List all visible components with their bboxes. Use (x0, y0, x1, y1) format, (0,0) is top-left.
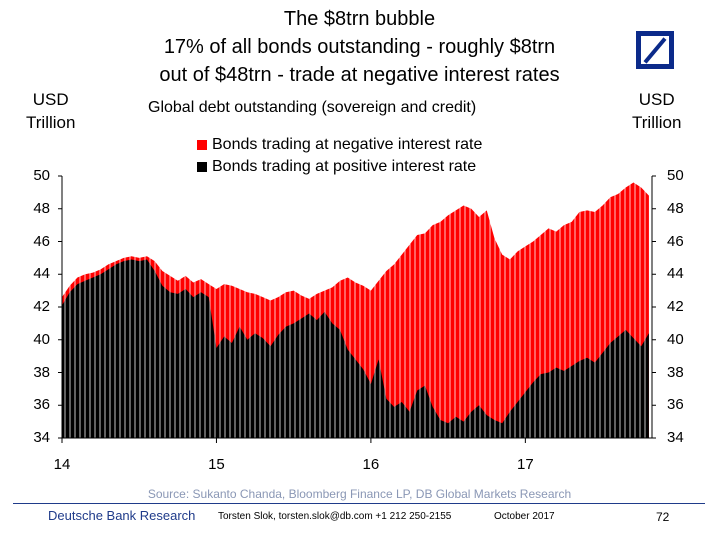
y-tick-label-right: 40 (667, 330, 684, 348)
y-tick-label-left: 34 (33, 429, 50, 446)
y-tick-label-right: 36 (667, 396, 684, 414)
y-axis-unit-left-line1: USD (32, 90, 69, 109)
legend-item-positive: Bonds trading at positive interest rate (197, 158, 476, 176)
chart-title-line-2: 17% of all bonds outstanding - roughly $… (163, 36, 556, 58)
footer-date: October 2017 (494, 511, 555, 522)
y-tick-label-left: 46 (33, 232, 50, 250)
footer-divider (13, 503, 705, 504)
source-note: Source: Sukanto Chanda, Bloomberg Financ… (147, 487, 572, 501)
y-tick-label-left: 50 (33, 167, 50, 184)
chart-title-line-3: out of $48trn - trade at negative intere… (159, 64, 560, 86)
chart-subtitle: Global debt outstanding (sovereign and c… (148, 99, 477, 116)
legend-item-negative: Bonds trading at negative interest rate (197, 136, 482, 154)
legend-swatch-positive (197, 162, 207, 172)
y-tick-label-left: 42 (33, 298, 50, 315)
y-tick-label-right: 42 (667, 298, 684, 315)
x-tick-label: 16 (362, 456, 380, 473)
deutsche-bank-logo-icon (636, 31, 674, 69)
y-tick-label-left: 44 (33, 265, 50, 283)
y-tick-label-right: 50 (667, 167, 684, 184)
y-tick-label-right: 34 (667, 429, 684, 446)
axis-layer (58, 175, 656, 443)
legend-swatch-negative (197, 140, 207, 150)
footer-page-number: 72 (656, 510, 670, 524)
y-axis-unit-right-line1: USD (638, 90, 675, 109)
y-axis-unit-left: USD Trillion (26, 88, 75, 134)
legend-label-positive: Bonds trading at positive interest rate (212, 158, 477, 175)
y-axis-unit-right-line2: Trillion (632, 113, 682, 132)
x-tick-label: 14 (53, 456, 71, 473)
footer-contact: Torsten Slok, torsten.slok@db.com +1 212… (218, 511, 452, 522)
x-tick-label: 17 (517, 456, 534, 473)
y-tick-label-right: 48 (667, 199, 684, 217)
y-tick-label-right: 46 (667, 232, 684, 250)
series-area-positive (62, 259, 649, 438)
chart-title-line-1: The $8trn bubble (283, 8, 436, 30)
y-tick-label-left: 40 (33, 330, 50, 348)
y-axis-unit-right: USD Trillion (632, 88, 681, 134)
y-tick-label-left: 48 (33, 199, 50, 217)
legend-label-negative: Bonds trading at negative interest rate (212, 136, 483, 153)
x-tick-label: 15 (208, 456, 225, 473)
y-tick-label-right: 44 (667, 265, 684, 283)
y-tick-label-right: 38 (667, 363, 684, 381)
plot-layer (62, 176, 651, 438)
y-tick-label-left: 36 (33, 396, 50, 414)
footer-brand: Deutsche Bank Research (48, 508, 196, 523)
y-axis-unit-left-line2: Trillion (26, 113, 76, 132)
y-tick-label-left: 38 (33, 363, 50, 381)
